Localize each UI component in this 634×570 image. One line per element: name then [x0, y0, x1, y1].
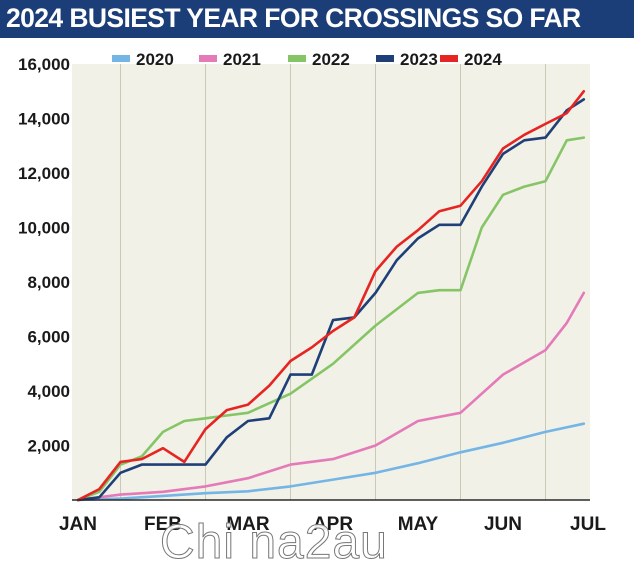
legend-label: 2020 [136, 50, 174, 69]
series-line-2024 [76, 90, 586, 502]
legend-label: 2021 [223, 50, 261, 69]
y-tick-label: 6,000 [27, 328, 70, 347]
series-line-2020 [76, 422, 586, 502]
title-bar: 2024 BUSIEST YEAR FOR CROSSINGS SO FAR [0, 0, 634, 38]
y-tick-label: 2,000 [27, 437, 70, 456]
y-tick-label: 12,000 [18, 164, 70, 183]
legend-item: 2020 [112, 50, 174, 69]
x-tick-label: APR [313, 514, 353, 535]
y-tick-label: 8,000 [27, 273, 70, 292]
x-tick-labels: JAN FEB MAR APR MAY JUN JUL [59, 514, 606, 535]
legend-label: 2022 [312, 50, 350, 69]
chart-title: 2024 BUSIEST YEAR FOR CROSSINGS SO FAR [6, 3, 581, 33]
x-tick-label: FEB [144, 514, 182, 535]
x-tick-label: JUL [570, 514, 606, 535]
legend-swatch [288, 55, 306, 62]
legend-label: 2024 [464, 50, 502, 69]
line-chart: 2,000 4,000 6,000 8,000 10,000 12,000 14,000 16… [18, 50, 606, 535]
x-tick-label: JAN [59, 514, 97, 535]
legend-item: 2023 [376, 50, 438, 69]
series-layer [76, 90, 586, 502]
y-tick-labels: 2,000 4,000 6,000 8,000 10,000 12,000 14,000 16… [18, 55, 70, 456]
legend-swatch [199, 55, 217, 62]
legend-swatch [376, 55, 394, 62]
series-line-2021 [76, 291, 586, 502]
legend-swatch [112, 55, 130, 62]
y-tick-label: 14,000 [18, 110, 70, 129]
x-tick-label: JUN [484, 514, 522, 535]
x-tick-label: MAY [398, 514, 439, 535]
plot-background [72, 64, 590, 500]
legend-item: 2021 [199, 50, 261, 69]
legend-swatch [440, 55, 458, 62]
legend: 2020 2021 2022 2023 2024 [112, 50, 502, 69]
legend-item: 2024 [440, 50, 502, 69]
legend-label: 2023 [400, 50, 438, 69]
y-tick-label: 10,000 [18, 219, 70, 238]
x-tick-label: MAR [226, 514, 270, 535]
y-tick-label: 4,000 [27, 382, 70, 401]
y-tick-label: 16,000 [18, 55, 70, 74]
series-line-2022 [76, 136, 586, 502]
watermark: Chi na2au [160, 516, 388, 570]
legend-item: 2022 [288, 50, 350, 69]
series-line-2023 [76, 98, 586, 502]
